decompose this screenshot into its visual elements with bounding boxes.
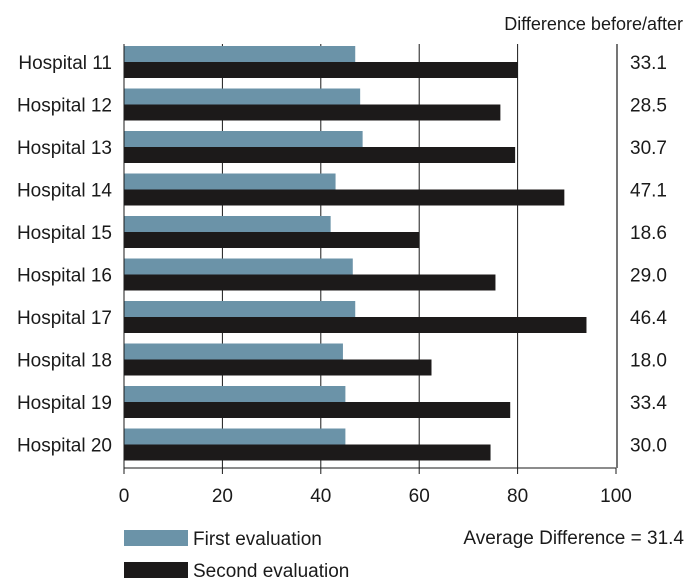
difference-value: 33.4 bbox=[630, 393, 667, 414]
difference-value: 18.6 bbox=[630, 223, 667, 244]
bar-first-evaluation bbox=[124, 386, 346, 402]
bar-first-evaluation bbox=[124, 88, 361, 105]
bar-first-evaluation bbox=[124, 428, 346, 445]
x-tick-label: 60 bbox=[409, 486, 430, 507]
difference-value: 47.1 bbox=[630, 181, 667, 202]
bar-first-evaluation bbox=[124, 343, 343, 360]
legend-swatch-second bbox=[124, 562, 188, 578]
category-label: Hospital 11 bbox=[18, 53, 112, 74]
x-tick-label: 100 bbox=[600, 486, 632, 507]
bar-first-evaluation bbox=[124, 258, 353, 275]
difference-value: 33.1 bbox=[630, 53, 667, 74]
bar-first-evaluation bbox=[124, 173, 336, 190]
difference-value: 30.0 bbox=[630, 436, 667, 457]
legend-label: Second evaluation bbox=[193, 561, 349, 582]
bar-second-evaluation bbox=[124, 104, 501, 121]
legend-swatch-first bbox=[124, 530, 188, 546]
category-label: Hospital 19 bbox=[17, 393, 112, 414]
bar-second-evaluation bbox=[124, 317, 587, 333]
bars bbox=[124, 46, 587, 461]
bar-first-evaluation bbox=[124, 301, 356, 317]
difference-value: 46.4 bbox=[630, 308, 667, 329]
difference-header: Difference before/after bbox=[504, 14, 683, 34]
bar-second-evaluation bbox=[124, 232, 420, 248]
difference-column: Difference before/after 33.1 28.5 30.7 47.1… bbox=[504, 14, 683, 468]
bar-first-evaluation bbox=[124, 131, 363, 147]
x-tick-label: 0 bbox=[119, 486, 130, 507]
difference-value: 29.0 bbox=[630, 266, 667, 287]
category-labels: Hospital 11 Hospital 12 Hospital 13 Hospita… bbox=[17, 53, 112, 457]
x-tick-label: 20 bbox=[212, 486, 233, 507]
bar-second-evaluation bbox=[124, 444, 491, 461]
category-label: Hospital 16 bbox=[17, 266, 112, 287]
x-tick-label: 40 bbox=[310, 486, 331, 507]
difference-value: 30.7 bbox=[630, 138, 667, 159]
category-label: Hospital 20 bbox=[17, 436, 112, 457]
difference-value: 28.5 bbox=[630, 96, 667, 117]
bar-first-evaluation bbox=[124, 46, 356, 62]
bar-second-evaluation bbox=[124, 359, 432, 376]
bar-second-evaluation bbox=[124, 402, 511, 418]
bar-second-evaluation bbox=[124, 62, 518, 78]
difference-value: 18.0 bbox=[630, 351, 667, 372]
bar-second-evaluation bbox=[124, 274, 496, 291]
category-label: Hospital 18 bbox=[17, 351, 112, 372]
category-label: Hospital 12 bbox=[17, 96, 112, 117]
category-label: Hospital 14 bbox=[17, 181, 112, 202]
x-tick-label: 80 bbox=[507, 486, 528, 507]
average-difference-label: Average Difference = 31.4 bbox=[463, 528, 684, 549]
legend-label: First evaluation bbox=[193, 529, 322, 550]
bar-first-evaluation bbox=[124, 216, 331, 232]
bar-second-evaluation bbox=[124, 147, 516, 163]
category-label: Hospital 15 bbox=[17, 223, 112, 244]
bar-second-evaluation bbox=[124, 189, 565, 206]
category-label: Hospital 13 bbox=[17, 138, 112, 159]
category-label: Hospital 17 bbox=[17, 308, 112, 329]
x-axis: 0 20 40 60 80 100 bbox=[119, 44, 632, 507]
legend: First evaluation Second evaluation bbox=[124, 529, 349, 582]
